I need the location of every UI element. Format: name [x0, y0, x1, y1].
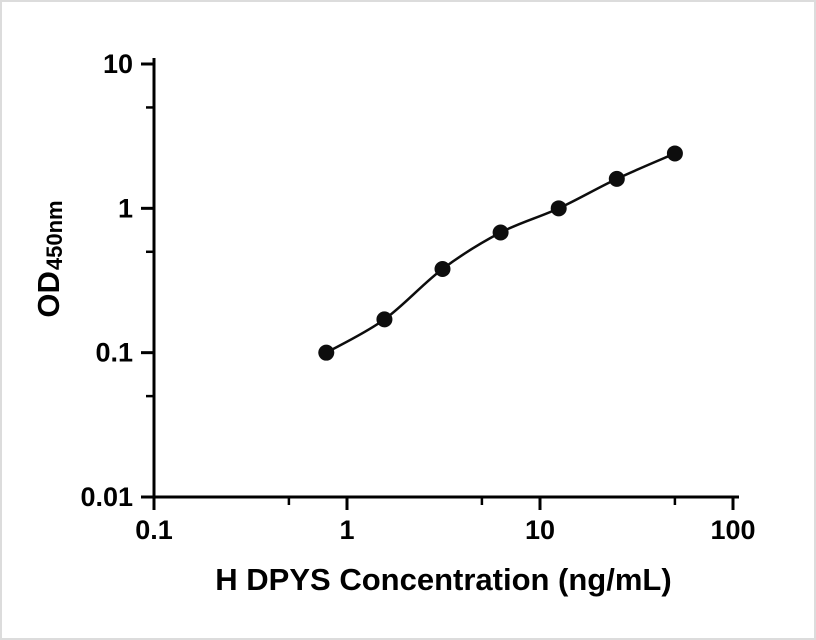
data-point: [434, 260, 451, 277]
y-axis-title-main: OD: [31, 271, 66, 318]
x-tick-label: 1: [339, 515, 354, 545]
y-tick-label: 0.01: [80, 482, 133, 512]
data-point: [666, 145, 683, 162]
data-point: [492, 224, 509, 241]
data-point: [376, 311, 393, 328]
y-axis-title-subscript: 450nm: [42, 200, 67, 271]
y-tick-label: 1: [118, 193, 133, 223]
y-tick-label: 0.1: [95, 338, 133, 368]
axes-spine: [152, 58, 739, 499]
data-point: [550, 200, 567, 217]
x-tick-label: 0.1: [135, 515, 173, 545]
data-point: [608, 170, 625, 187]
y-axis-title: OD 450nm: [29, 94, 69, 424]
x-tick-label: 100: [710, 515, 755, 545]
y-tick-label: 10: [103, 49, 133, 79]
x-axis-title: H DPYS Concentration (ng/mL): [215, 562, 672, 597]
data-point: [318, 344, 335, 361]
x-tick-label: 10: [525, 515, 555, 545]
